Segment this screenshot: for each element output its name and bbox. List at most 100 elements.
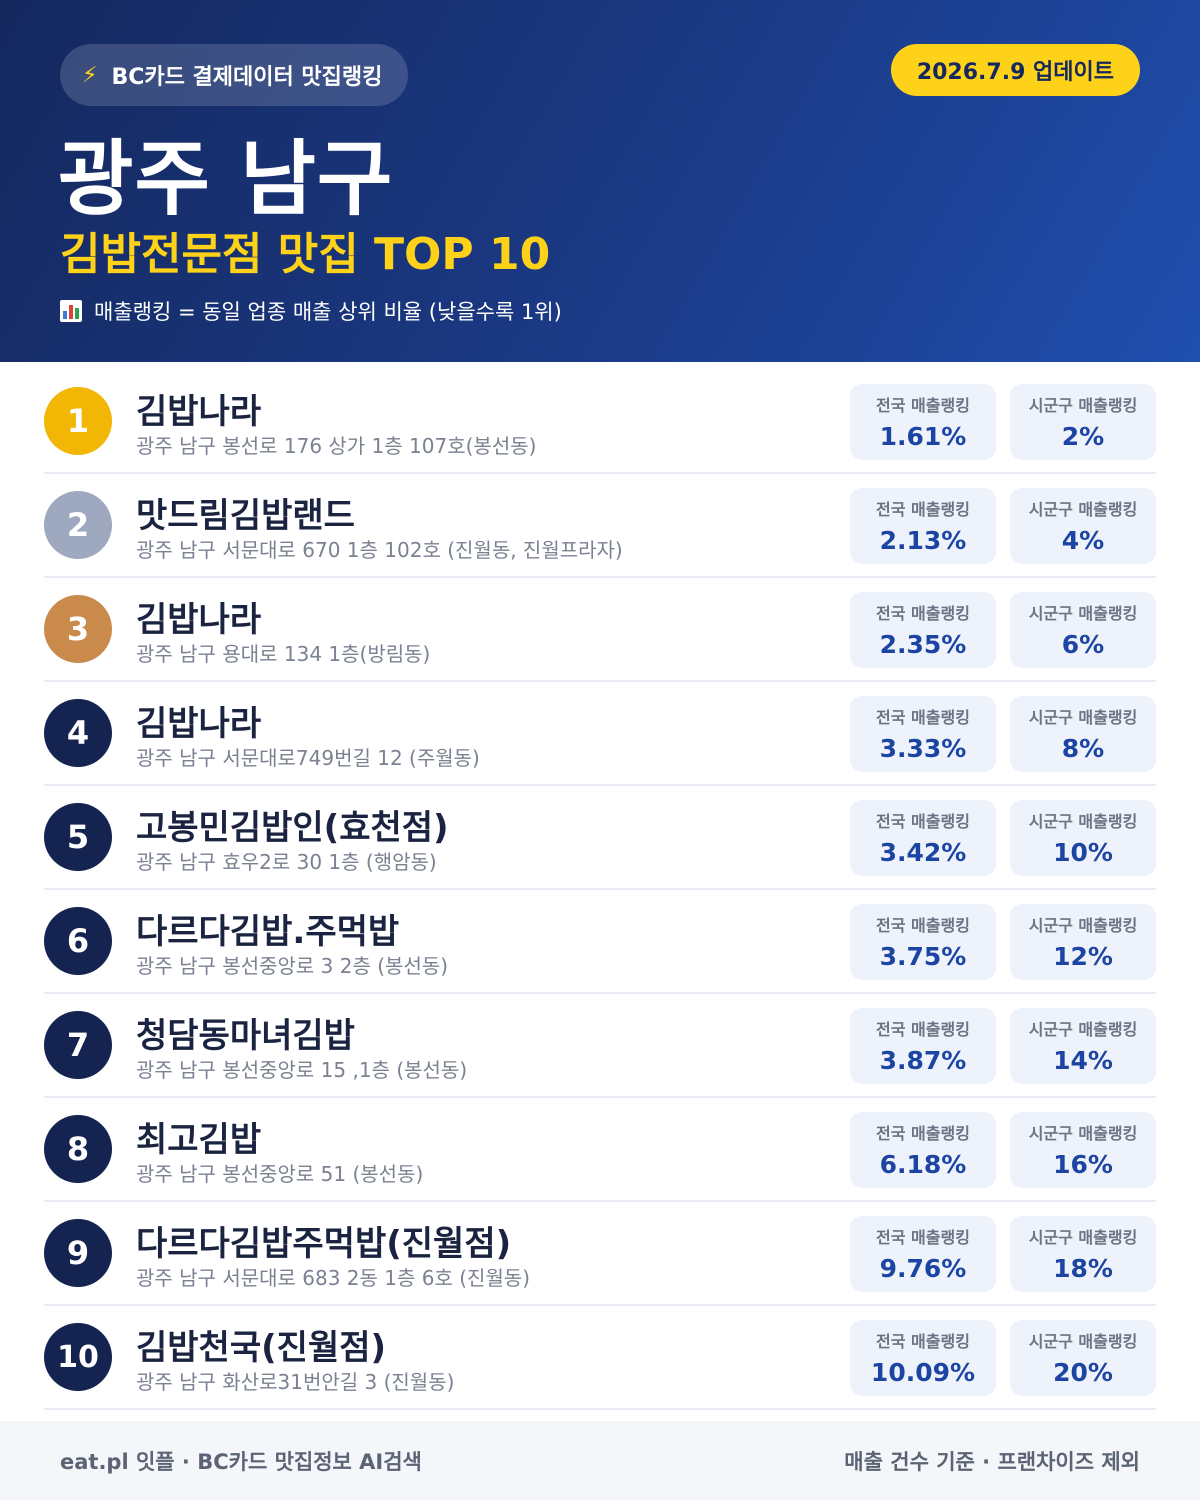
local-ranking-value: 8% (1061, 734, 1105, 763)
local-ranking-card: 시군구 매출랭킹 6% (1010, 592, 1156, 668)
header-banner: ⚡ BC카드 결제데이터 맛집랭킹 2026.7.9 업데이트 광주 남구 김밥… (0, 0, 1200, 362)
rank-badge: 6 (44, 907, 112, 975)
national-ranking-value: 3.33% (879, 734, 967, 763)
national-ranking-label: 전국 매출랭킹 (876, 708, 970, 727)
local-ranking-label: 시군구 매출랭킹 (1028, 604, 1138, 623)
list-item[interactable]: 3 김밥나라 광주 남구 용대로 134 1층(방림동) 전국 매출랭킹 2.3… (44, 578, 1156, 682)
national-ranking-card: 전국 매출랭킹 6.18% (850, 1112, 996, 1188)
restaurant-address: 광주 남구 서문대로 670 1층 102호 (진월동, 진월프라자) (136, 538, 623, 562)
list-item[interactable]: 10 김밥천국(진월점) 광주 남구 화산로31번안길 3 (진월동) 전국 매… (44, 1306, 1156, 1410)
local-ranking-label: 시군구 매출랭킹 (1028, 916, 1138, 935)
rank-badge: 9 (44, 1219, 112, 1287)
local-ranking-value: 12% (1053, 942, 1113, 971)
rank-badge: 1 (44, 387, 112, 455)
lightning-icon: ⚡ (82, 62, 98, 88)
national-ranking-value: 1.61% (879, 422, 967, 451)
restaurant-address: 광주 남구 봉선중앙로 15 ,1층 (봉선동) (136, 1058, 468, 1082)
local-ranking-value: 6% (1061, 630, 1105, 659)
category-title: 김밥전문점 맛집 TOP 10 (60, 229, 551, 280)
local-ranking-value: 18% (1053, 1254, 1113, 1283)
restaurant-address: 광주 남구 서문대로 683 2동 1층 6호 (진월동) (136, 1266, 531, 1290)
rank-badge: 3 (44, 595, 112, 663)
footer-source: eat.pl 잇플 · BC카드 맛집정보 AI검색 (60, 1449, 422, 1474)
national-ranking-value: 6.18% (879, 1150, 967, 1179)
national-ranking-value: 3.42% (879, 838, 967, 867)
national-ranking-value: 3.87% (879, 1046, 967, 1075)
local-ranking-value: 10% (1053, 838, 1113, 867)
national-ranking-value: 10.09% (870, 1358, 976, 1387)
local-ranking-card: 시군구 매출랭킹 18% (1010, 1216, 1156, 1292)
local-ranking-label: 시군구 매출랭킹 (1028, 396, 1138, 415)
update-badge: 2026.7.9 업데이트 (890, 44, 1140, 96)
restaurant-address: 광주 남구 화산로31번안길 3 (진월동) (136, 1370, 455, 1394)
list-item[interactable]: 7 청담동마녀김밥 광주 남구 봉선중앙로 15 ,1층 (봉선동) 전국 매출… (44, 994, 1156, 1098)
rank-badge: 7 (44, 1011, 112, 1079)
list-item[interactable]: 1 김밥나라 광주 남구 봉선로 176 상가 1층 107호(봉선동) 전국 … (44, 370, 1156, 474)
source-badge: ⚡ BC카드 결제데이터 맛집랭킹 (60, 44, 409, 106)
national-ranking-label: 전국 매출랭킹 (876, 812, 970, 831)
local-ranking-label: 시군구 매출랭킹 (1028, 1124, 1138, 1143)
restaurant-name: 다르다김밥주먹밥(진월점) (136, 1224, 512, 1264)
local-ranking-card: 시군구 매출랭킹 12% (1010, 904, 1156, 980)
local-ranking-card: 시군구 매출랭킹 10% (1010, 800, 1156, 876)
restaurant-address: 광주 남구 효우2로 30 1층 (행암동) (136, 850, 437, 874)
local-ranking-label: 시군구 매출랭킹 (1028, 500, 1138, 519)
national-ranking-value: 2.13% (879, 526, 967, 555)
local-ranking-label: 시군구 매출랭킹 (1028, 1332, 1138, 1351)
local-ranking-card: 시군구 매출랭킹 8% (1010, 696, 1156, 772)
bar-chart-icon (60, 300, 82, 322)
list-item[interactable]: 5 고봉민김밥인(효천점) 광주 남구 효우2로 30 1층 (행암동) 전국 … (44, 786, 1156, 890)
local-ranking-card: 시군구 매출랭킹 2% (1010, 384, 1156, 460)
ranking-note: 매출랭킹 = 동일 업종 매출 상위 비율 (낮을수록 1위) (60, 296, 562, 326)
local-ranking-value: 2% (1061, 422, 1105, 451)
local-ranking-value: 4% (1061, 526, 1105, 555)
restaurant-address: 광주 남구 봉선중앙로 3 2층 (봉선동) (136, 954, 449, 978)
national-ranking-label: 전국 매출랭킹 (876, 604, 970, 623)
list-item[interactable]: 6 다르다김밥.주먹밥 광주 남구 봉선중앙로 3 2층 (봉선동) 전국 매출… (44, 890, 1156, 994)
restaurant-name: 김밥나라 (136, 600, 262, 640)
footer: eat.pl 잇플 · BC카드 맛집정보 AI검색 매출 건수 기준 · 프랜… (0, 1421, 1200, 1500)
restaurant-address: 광주 남구 봉선중앙로 51 (봉선동) (136, 1162, 424, 1186)
local-ranking-label: 시군구 매출랭킹 (1028, 1020, 1138, 1039)
national-ranking-value: 3.75% (879, 942, 967, 971)
local-ranking-card: 시군구 매출랭킹 20% (1010, 1320, 1156, 1396)
list-item[interactable]: 8 최고김밥 광주 남구 봉선중앙로 51 (봉선동) 전국 매출랭킹 6.18… (44, 1098, 1156, 1202)
local-ranking-label: 시군구 매출랭킹 (1028, 812, 1138, 831)
rank-badge: 2 (44, 491, 112, 559)
local-ranking-value: 20% (1053, 1358, 1113, 1387)
restaurant-name: 맛드림김밥랜드 (136, 496, 355, 536)
restaurant-name: 최고김밥 (136, 1120, 262, 1160)
national-ranking-card: 전국 매출랭킹 9.76% (850, 1216, 996, 1292)
national-ranking-card: 전국 매출랭킹 10.09% (850, 1320, 996, 1396)
restaurant-address: 광주 남구 봉선로 176 상가 1층 107호(봉선동) (136, 434, 537, 458)
national-ranking-card: 전국 매출랭킹 1.61% (850, 384, 996, 460)
rank-badge: 4 (44, 699, 112, 767)
national-ranking-label: 전국 매출랭킹 (876, 1020, 970, 1039)
local-ranking-card: 시군구 매출랭킹 4% (1010, 488, 1156, 564)
national-ranking-label: 전국 매출랭킹 (876, 1124, 970, 1143)
local-ranking-label: 시군구 매출랭킹 (1028, 708, 1138, 727)
restaurant-name: 다르다김밥.주먹밥 (136, 912, 400, 952)
rank-badge: 5 (44, 803, 112, 871)
national-ranking-value: 2.35% (879, 630, 967, 659)
national-ranking-label: 전국 매출랭킹 (876, 1332, 970, 1351)
national-ranking-card: 전국 매출랭킹 3.33% (850, 696, 996, 772)
local-ranking-label: 시군구 매출랭킹 (1028, 1228, 1138, 1247)
list-item[interactable]: 9 다르다김밥주먹밥(진월점) 광주 남구 서문대로 683 2동 1층 6호 … (44, 1202, 1156, 1306)
national-ranking-card: 전국 매출랭킹 2.13% (850, 488, 996, 564)
restaurant-address: 광주 남구 서문대로749번길 12 (주월동) (136, 746, 480, 770)
list-item[interactable]: 4 김밥나라 광주 남구 서문대로749번길 12 (주월동) 전국 매출랭킹 … (44, 682, 1156, 786)
national-ranking-card: 전국 매출랭킹 2.35% (850, 592, 996, 668)
rank-badge: 8 (44, 1115, 112, 1183)
restaurant-name: 고봉민김밥인(효천점) (136, 808, 449, 848)
restaurant-list: 1 김밥나라 광주 남구 봉선로 176 상가 1층 107호(봉선동) 전국 … (44, 370, 1156, 1410)
list-item[interactable]: 2 맛드림김밥랜드 광주 남구 서문대로 670 1층 102호 (진월동, 진… (44, 474, 1156, 578)
national-ranking-value: 9.76% (879, 1254, 967, 1283)
ranking-note-text: 매출랭킹 = 동일 업종 매출 상위 비율 (낮을수록 1위) (94, 300, 562, 324)
footer-note: 매출 건수 기준 · 프랜차이즈 제외 (844, 1449, 1140, 1474)
restaurant-name: 김밥천국(진월점) (136, 1328, 387, 1368)
restaurant-name: 청담동마녀김밥 (136, 1016, 355, 1056)
national-ranking-card: 전국 매출랭킹 3.87% (850, 1008, 996, 1084)
restaurant-name: 김밥나라 (136, 704, 262, 744)
source-label: BC카드 결제데이터 맛집랭킹 (111, 65, 383, 90)
